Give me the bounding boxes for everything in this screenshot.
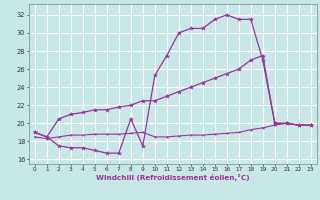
X-axis label: Windchill (Refroidissement éolien,°C): Windchill (Refroidissement éolien,°C) xyxy=(96,174,250,181)
